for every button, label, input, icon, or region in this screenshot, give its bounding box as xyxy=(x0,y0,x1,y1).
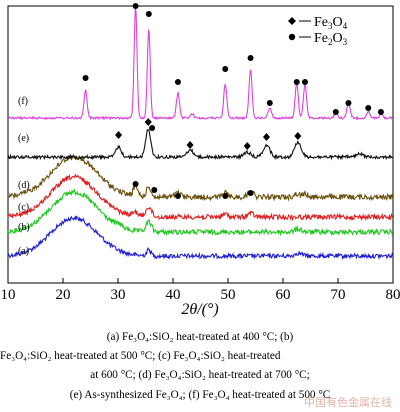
series-line-c xyxy=(7,173,394,222)
x-tick-label: 40 xyxy=(166,287,181,303)
caption-line-2: Fe₃O₄:SiO₂ heat-treated at 500 °C; (c) F… xyxy=(0,350,281,363)
marker-f-fe2o3 xyxy=(302,79,308,85)
marker-f-fe2o3 xyxy=(145,11,152,17)
marker-f-fe2o3 xyxy=(266,100,273,106)
series-line-b xyxy=(7,188,394,237)
caption-line-1: (a) Fe₃O₄:SiO₂ heat-treated at 400 °C; (… xyxy=(106,331,294,343)
legend-diamond-icon xyxy=(288,17,296,25)
marker-f-fe2o3 xyxy=(174,79,181,85)
watermark: 中国有色金属在线 xyxy=(304,396,392,409)
x-tick-label: 70 xyxy=(331,287,346,303)
x-tick-label: 10 xyxy=(1,287,16,303)
marker-layer xyxy=(82,3,384,199)
marker-e-fe3o4 xyxy=(115,131,123,139)
plot-frame xyxy=(7,5,394,284)
marker-f-fe2o3 xyxy=(365,105,372,111)
figure-caption: (a) Fe₃O₄:SiO₂ heat-treated at 400 °C; (… xyxy=(0,328,400,405)
legend-label-fe3o4: Fe3O4 xyxy=(314,15,348,31)
marker-f-fe2o3 xyxy=(222,66,229,72)
x-tick-label: 30 xyxy=(111,287,126,303)
x-tick-label: 50 xyxy=(221,287,236,303)
series-layer xyxy=(7,7,394,261)
marker-f-fe2o3 xyxy=(82,75,89,81)
marker-d-fe2o3 xyxy=(174,193,181,199)
marker-e-fe3o4 xyxy=(243,142,251,150)
x-tick-label: 20 xyxy=(56,287,71,303)
series-label-d: (d) xyxy=(18,180,30,191)
marker-e-fe2o3 xyxy=(149,125,156,131)
series-label-f: (f) xyxy=(18,96,28,107)
legend-label-fe2o3: Fe2O3 xyxy=(314,31,348,47)
caption-line-4: (e) As-synthesized Fe₃O₄; (f) Fe₃O₄ heat… xyxy=(69,388,331,401)
marker-d-fe2o3 xyxy=(222,193,229,199)
x-tick-label: 60 xyxy=(276,287,291,303)
x-tick-label: 80 xyxy=(386,287,400,303)
marker-e-fe3o4 xyxy=(263,133,270,141)
legend-circle-icon xyxy=(288,33,296,41)
series-label-layer: (a) (b) (c) (d) (e) (f) xyxy=(18,96,30,257)
marker-d-fe2o3 xyxy=(247,190,254,196)
series-line-a xyxy=(7,215,394,261)
series-label-c: (c) xyxy=(18,202,29,213)
legend: Fe3O4 Fe2O3 xyxy=(288,15,348,47)
marker-e-fe3o4 xyxy=(144,118,152,126)
caption-line-3: at 600 °C; (d) Fe₃O₄:SiO₂ heat-treated a… xyxy=(90,369,310,382)
marker-d-fe2o3 xyxy=(151,187,158,193)
marker-f-fe2o3 xyxy=(293,79,300,85)
marker-f-fe2o3 xyxy=(247,55,254,61)
marker-e-fe3o4 xyxy=(186,141,194,149)
x-axis-ticks: 10 20 30 40 50 60 70 80 xyxy=(1,278,400,303)
marker-f-fe2o3 xyxy=(377,109,384,115)
marker-f-fe2o3 xyxy=(132,3,139,9)
series-label-e: (e) xyxy=(18,133,29,144)
marker-f-fe2o3 xyxy=(332,109,339,115)
series-line-e xyxy=(7,128,394,161)
x-axis-title: 2θ/(°) xyxy=(181,301,218,318)
marker-d-fe2o3 xyxy=(132,181,139,187)
marker-e-fe3o4 xyxy=(294,132,302,140)
series-line-f xyxy=(7,7,393,121)
series-label-b: (b) xyxy=(18,222,30,233)
series-line-d xyxy=(7,153,394,202)
series-label-a: (a) xyxy=(18,246,29,257)
marker-f-fe2o3 xyxy=(345,100,352,106)
